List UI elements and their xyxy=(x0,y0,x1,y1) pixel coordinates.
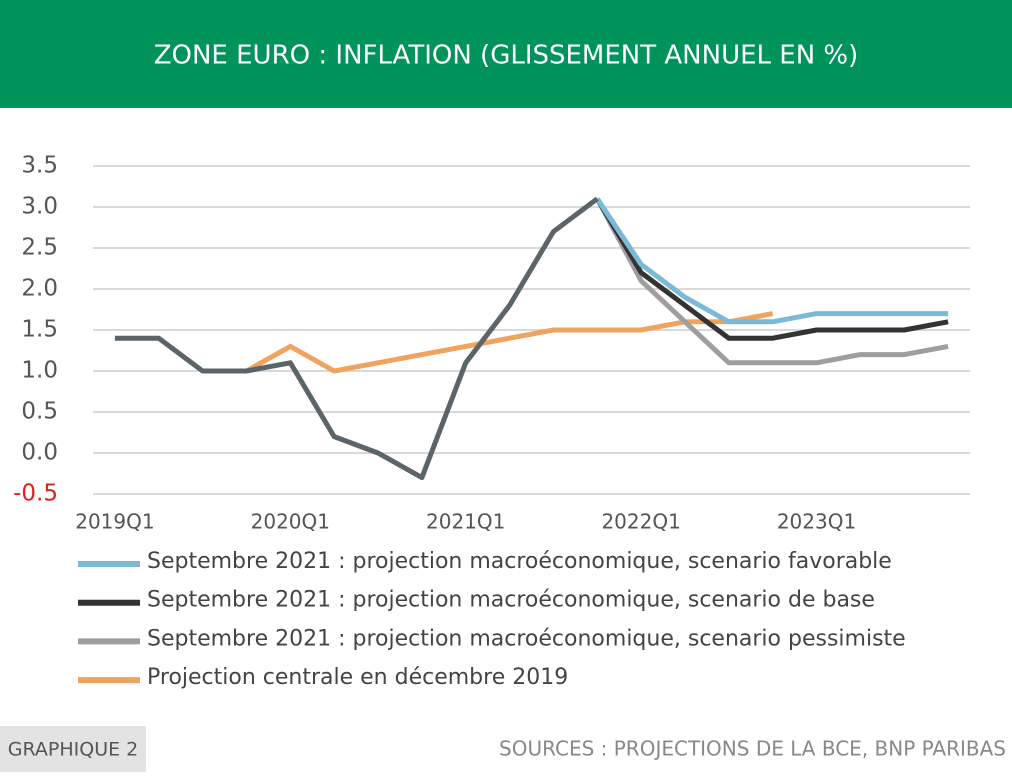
source: SOURCES : PROJECTIONS DE LA BCE, BNP PAR… xyxy=(499,737,1006,761)
y-tick-label: 1.5 xyxy=(21,317,58,343)
x-tick-label: 2023Q1 xyxy=(777,510,856,534)
legend-label: Septembre 2021 : projection macroéconomi… xyxy=(147,626,906,651)
y-tick-label: 2.0 xyxy=(21,276,58,302)
legend-label: Projection centrale en décembre 2019 xyxy=(147,665,568,690)
chart-title: ZONE EURO : INFLATION (GLISSEMENT ANNUEL… xyxy=(154,41,859,71)
x-tick-label: 2019Q1 xyxy=(75,510,154,534)
y-tick-label: 3.0 xyxy=(21,194,58,220)
y-tick-label: 2.5 xyxy=(21,235,58,261)
y-tick-label: 0.0 xyxy=(21,440,58,466)
series-line xyxy=(114,196,599,481)
series-line xyxy=(595,197,949,366)
figure-label: GRAPHIQUE 2 xyxy=(8,739,139,761)
title-banner xyxy=(0,0,1012,108)
y-tick-label: 1.0 xyxy=(21,358,58,384)
x-tick-label: 2021Q1 xyxy=(426,510,505,534)
series-line xyxy=(595,197,949,341)
series-line xyxy=(595,197,949,325)
legend-label: Septembre 2021 : projection macroéconomi… xyxy=(147,549,892,574)
x-tick-label: 2020Q1 xyxy=(251,510,330,534)
y-tick-label: 3.5 xyxy=(21,153,58,179)
series-line xyxy=(245,311,774,374)
y-tick-label: 0.5 xyxy=(21,399,58,425)
figure-label-box xyxy=(0,726,146,772)
y-tick-label: -0.5 xyxy=(13,481,58,507)
legend-label: Septembre 2021 : projection macroéconomi… xyxy=(147,588,875,613)
x-tick-label: 2022Q1 xyxy=(601,510,680,534)
